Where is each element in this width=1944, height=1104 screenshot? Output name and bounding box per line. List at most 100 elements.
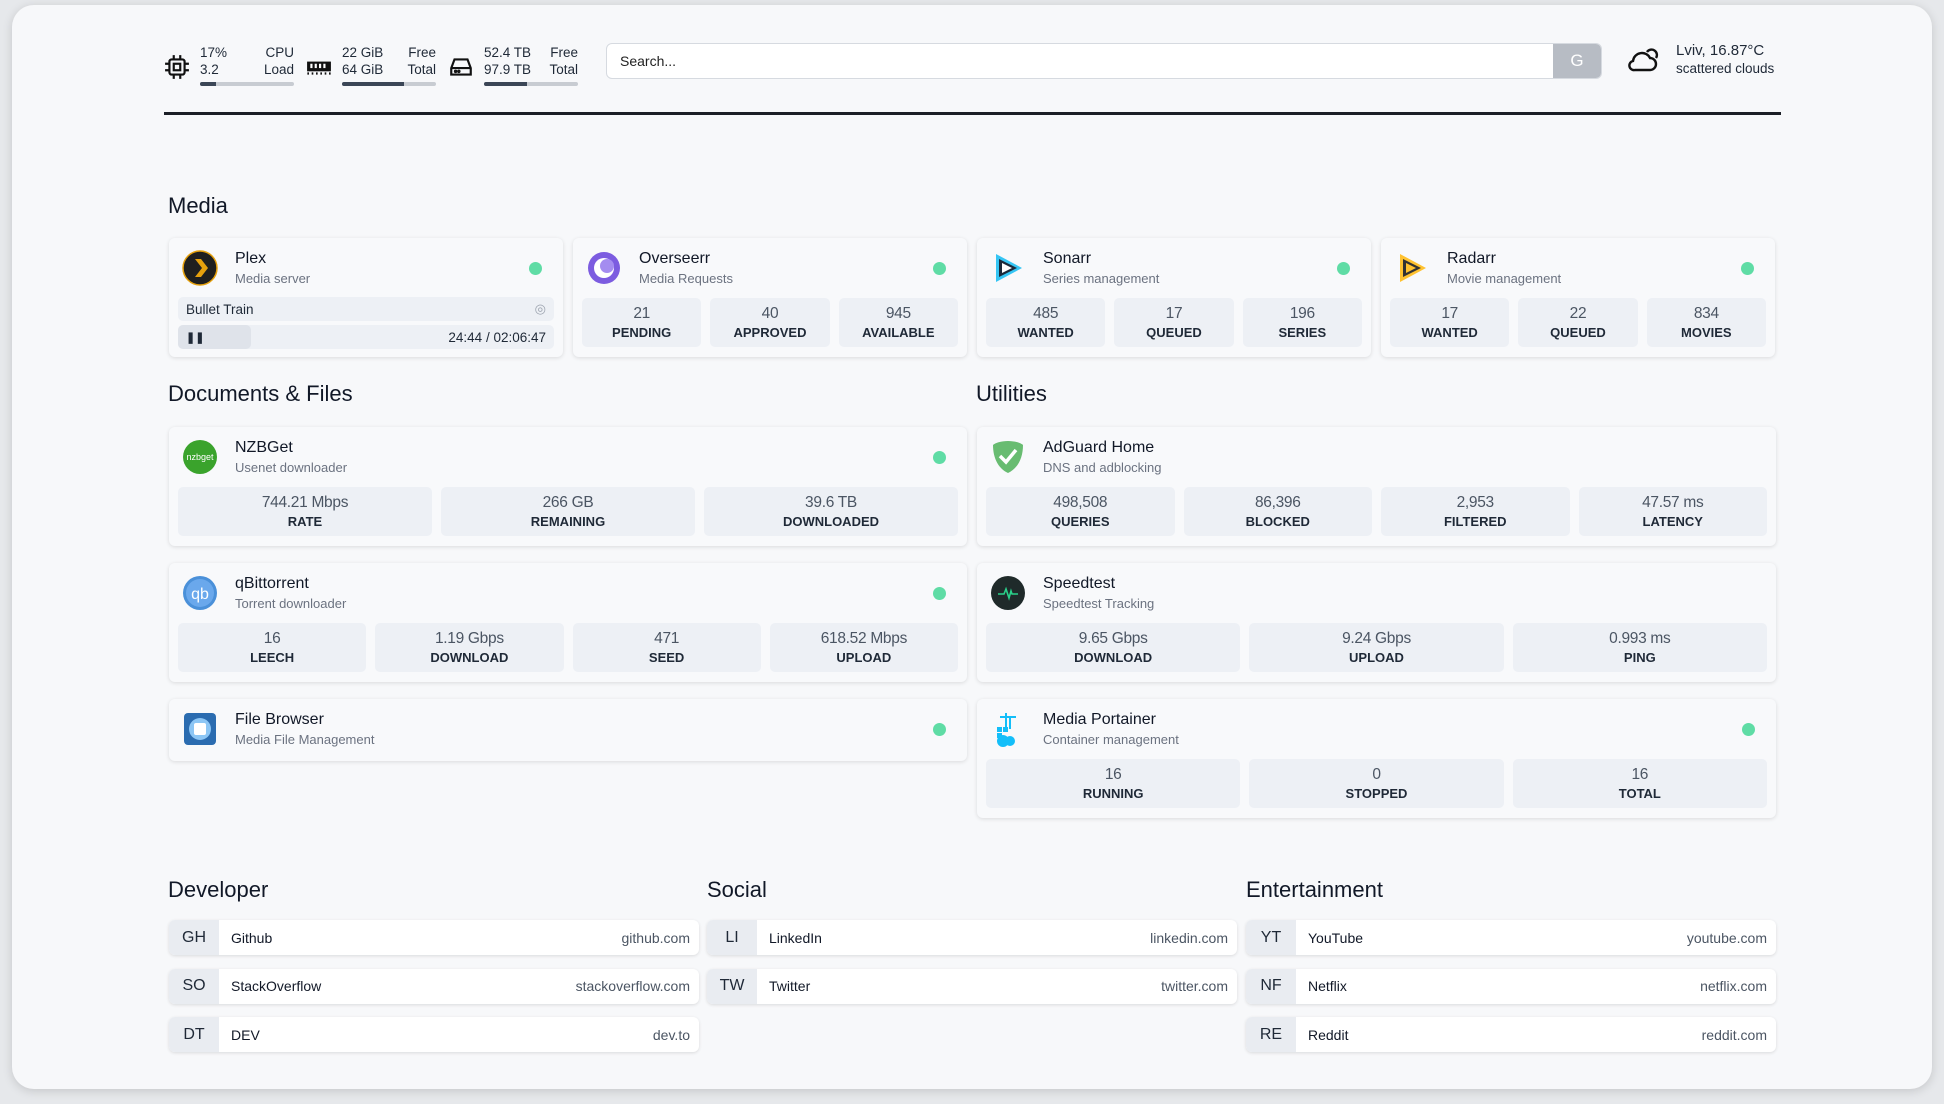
svg-text:nzbget: nzbget (186, 452, 214, 462)
stat-value: 196 (1289, 305, 1315, 322)
radarr-card[interactable]: Radarr Movie management 17 WANTED 22 QUEUED 8… (1381, 238, 1775, 357)
speedtest-card[interactable]: Speedtest Speedtest Tracking 9.65 Gbps DOW… (977, 563, 1776, 682)
pause-icon[interactable]: ❚❚ (186, 331, 205, 344)
stat-value: 86,396 (1254, 494, 1301, 511)
service-name: Radarr (1447, 250, 1496, 267)
overseerr-card[interactable]: Overseerr Media Requests 21 PENDING 40 APPRO… (573, 238, 967, 357)
total-label: Total (407, 62, 436, 77)
stat-value: 834 (1693, 305, 1719, 322)
stat-label: RUNNING (1082, 786, 1144, 801)
stat-block: 266 GB REMAINING (441, 487, 695, 536)
cpu-usage: 17% (200, 45, 228, 60)
portainer-card[interactable]: Media Portainer Container management 16 RU… (977, 699, 1776, 818)
bookmark-url: stackoverflow.com (575, 978, 690, 994)
plex-card[interactable]: Plex Media server Bullet Train ◎ ❚❚ 24:44 … (169, 238, 563, 357)
stat-label: TOTAL (1618, 786, 1661, 801)
service-name: Sonarr (1043, 250, 1092, 267)
search-google-button[interactable]: G (1553, 44, 1601, 78)
bookmark-name: DEV (231, 1026, 260, 1043)
stat-block: 40 APPROVED (710, 298, 830, 347)
cpu-label: CPU (265, 45, 294, 60)
stat-label: PING (1623, 650, 1656, 665)
status-indicator (933, 723, 946, 736)
status-indicator (1337, 262, 1350, 275)
stat-label: LEECH (250, 650, 295, 665)
nzbget-card[interactable]: nzbget NZBGet Usenet downloader 744.21 Mb… (169, 427, 967, 546)
stat-block: 16 RUNNING (986, 759, 1241, 808)
bookmark-abbreviation: DT (169, 1017, 219, 1052)
adguard-card[interactable]: AdGuard Home DNS and adblocking 498,508 QU… (977, 427, 1776, 546)
weather-widget: Lviv, 16.87°C scattered clouds (1626, 42, 1774, 76)
bookmark-url: youtube.com (1686, 929, 1767, 946)
bookmark-name: YouTube (1308, 929, 1364, 946)
bookmark-abbreviation: SO (169, 968, 219, 1004)
stat-value: 47.57 ms (1642, 494, 1704, 511)
service-description: Torrent downloader (235, 596, 347, 611)
stat-value: 485 (1033, 305, 1059, 322)
bookmark-abbreviation: LI (707, 920, 757, 955)
bookmark-abbreviation: RE (1246, 1017, 1296, 1052)
sonarr-card[interactable]: Sonarr Series management 485 WANTED 17 QUEUE… (977, 238, 1371, 357)
stat-block: 9.24 Gbps UPLOAD (1249, 623, 1504, 672)
radarr-logo-icon (1400, 254, 1426, 282)
service-name: Speedtest (1043, 575, 1116, 592)
disk-total: 97.9 TB (484, 62, 532, 77)
cloud-sun-icon (1628, 48, 1659, 72)
bookmark-netflix[interactable]: NF Netflix netflix.com (1246, 968, 1776, 1004)
bookmark-youtube[interactable]: YT YouTube youtube.com (1246, 920, 1776, 955)
status-indicator (529, 262, 542, 275)
stat-value: 0 (1372, 766, 1381, 783)
stat-block: 1.19 Gbps DOWNLOAD (375, 623, 564, 672)
stat-label: UPLOAD (1349, 650, 1404, 665)
disk-bar (484, 82, 578, 86)
bookmark-url: linkedin.com (1150, 929, 1228, 946)
bookmark-reddit[interactable]: RE Reddit reddit.com (1246, 1017, 1776, 1052)
stat-block: 47.57 ms LATENCY (1578, 487, 1767, 536)
playback-progress: ❚❚ 24:44 / 02:06:47 (178, 325, 554, 349)
stat-label: FILTERED (1443, 514, 1507, 529)
bookmark-dev[interactable]: DT DEV dev.to (169, 1017, 699, 1052)
bookmark-name: Twitter (769, 978, 811, 994)
bookmark-linkedin[interactable]: LI LinkedIn linkedin.com (707, 920, 1237, 955)
bookmark-abbreviation: YT (1246, 920, 1296, 955)
stat-label: QUEUED (1550, 325, 1606, 340)
section-title-utilities: Utilities (976, 381, 1047, 406)
stat-value: 17 (1165, 305, 1183, 322)
qbittorrent-card[interactable]: qb qBittorrent Torrent downloader 16 LEECH… (169, 563, 967, 682)
stat-value: 22 (1569, 305, 1587, 322)
bookmark-twitter[interactable]: TW Twitter twitter.com (707, 968, 1237, 1004)
service-name: Media Portainer (1043, 711, 1156, 728)
section-title-entertainment: Entertainment (1246, 877, 1383, 902)
service-name: qBittorrent (235, 575, 309, 592)
stat-label: BLOCKED (1245, 514, 1310, 529)
filebrowser-card[interactable]: File Browser Media File Management (169, 699, 967, 761)
cpu-load: 3.2 (200, 62, 219, 77)
status-indicator (1741, 262, 1754, 275)
search-input[interactable] (607, 44, 1553, 78)
bookmark-url: dev.to (652, 1026, 690, 1043)
overseerr-logo-icon (588, 252, 620, 284)
filebrowser-logo-icon (184, 713, 216, 745)
stat-value: 0.993 ms (1609, 630, 1671, 647)
section-title-social: Social (707, 877, 767, 902)
total-label: Total (549, 62, 578, 77)
bookmark-stackoverflow[interactable]: SO StackOverflow stackoverflow.com (169, 968, 699, 1004)
stat-label: QUERIES (1050, 514, 1110, 529)
cpu-icon (165, 55, 189, 79)
service-description: Series management (1043, 271, 1160, 286)
stat-block: 17 WANTED (1390, 298, 1510, 347)
speedtest-logo-icon (991, 576, 1025, 610)
hard-drive-icon (450, 58, 472, 76)
service-name: File Browser (235, 711, 324, 728)
stat-block: 471 SEED (572, 623, 761, 672)
memory-icon (307, 61, 331, 75)
video-icon: ◎ (534, 301, 546, 316)
stat-value: 266 GB (542, 494, 594, 511)
stat-label: RATE (287, 514, 323, 529)
stat-label: SEED (648, 650, 685, 665)
sonarr-logo-icon (996, 254, 1022, 282)
bookmark-github[interactable]: GH Github github.com (169, 920, 699, 955)
stat-label: REMAINING (530, 514, 606, 529)
status-indicator (933, 262, 946, 275)
bookmark-name: LinkedIn (769, 929, 822, 946)
